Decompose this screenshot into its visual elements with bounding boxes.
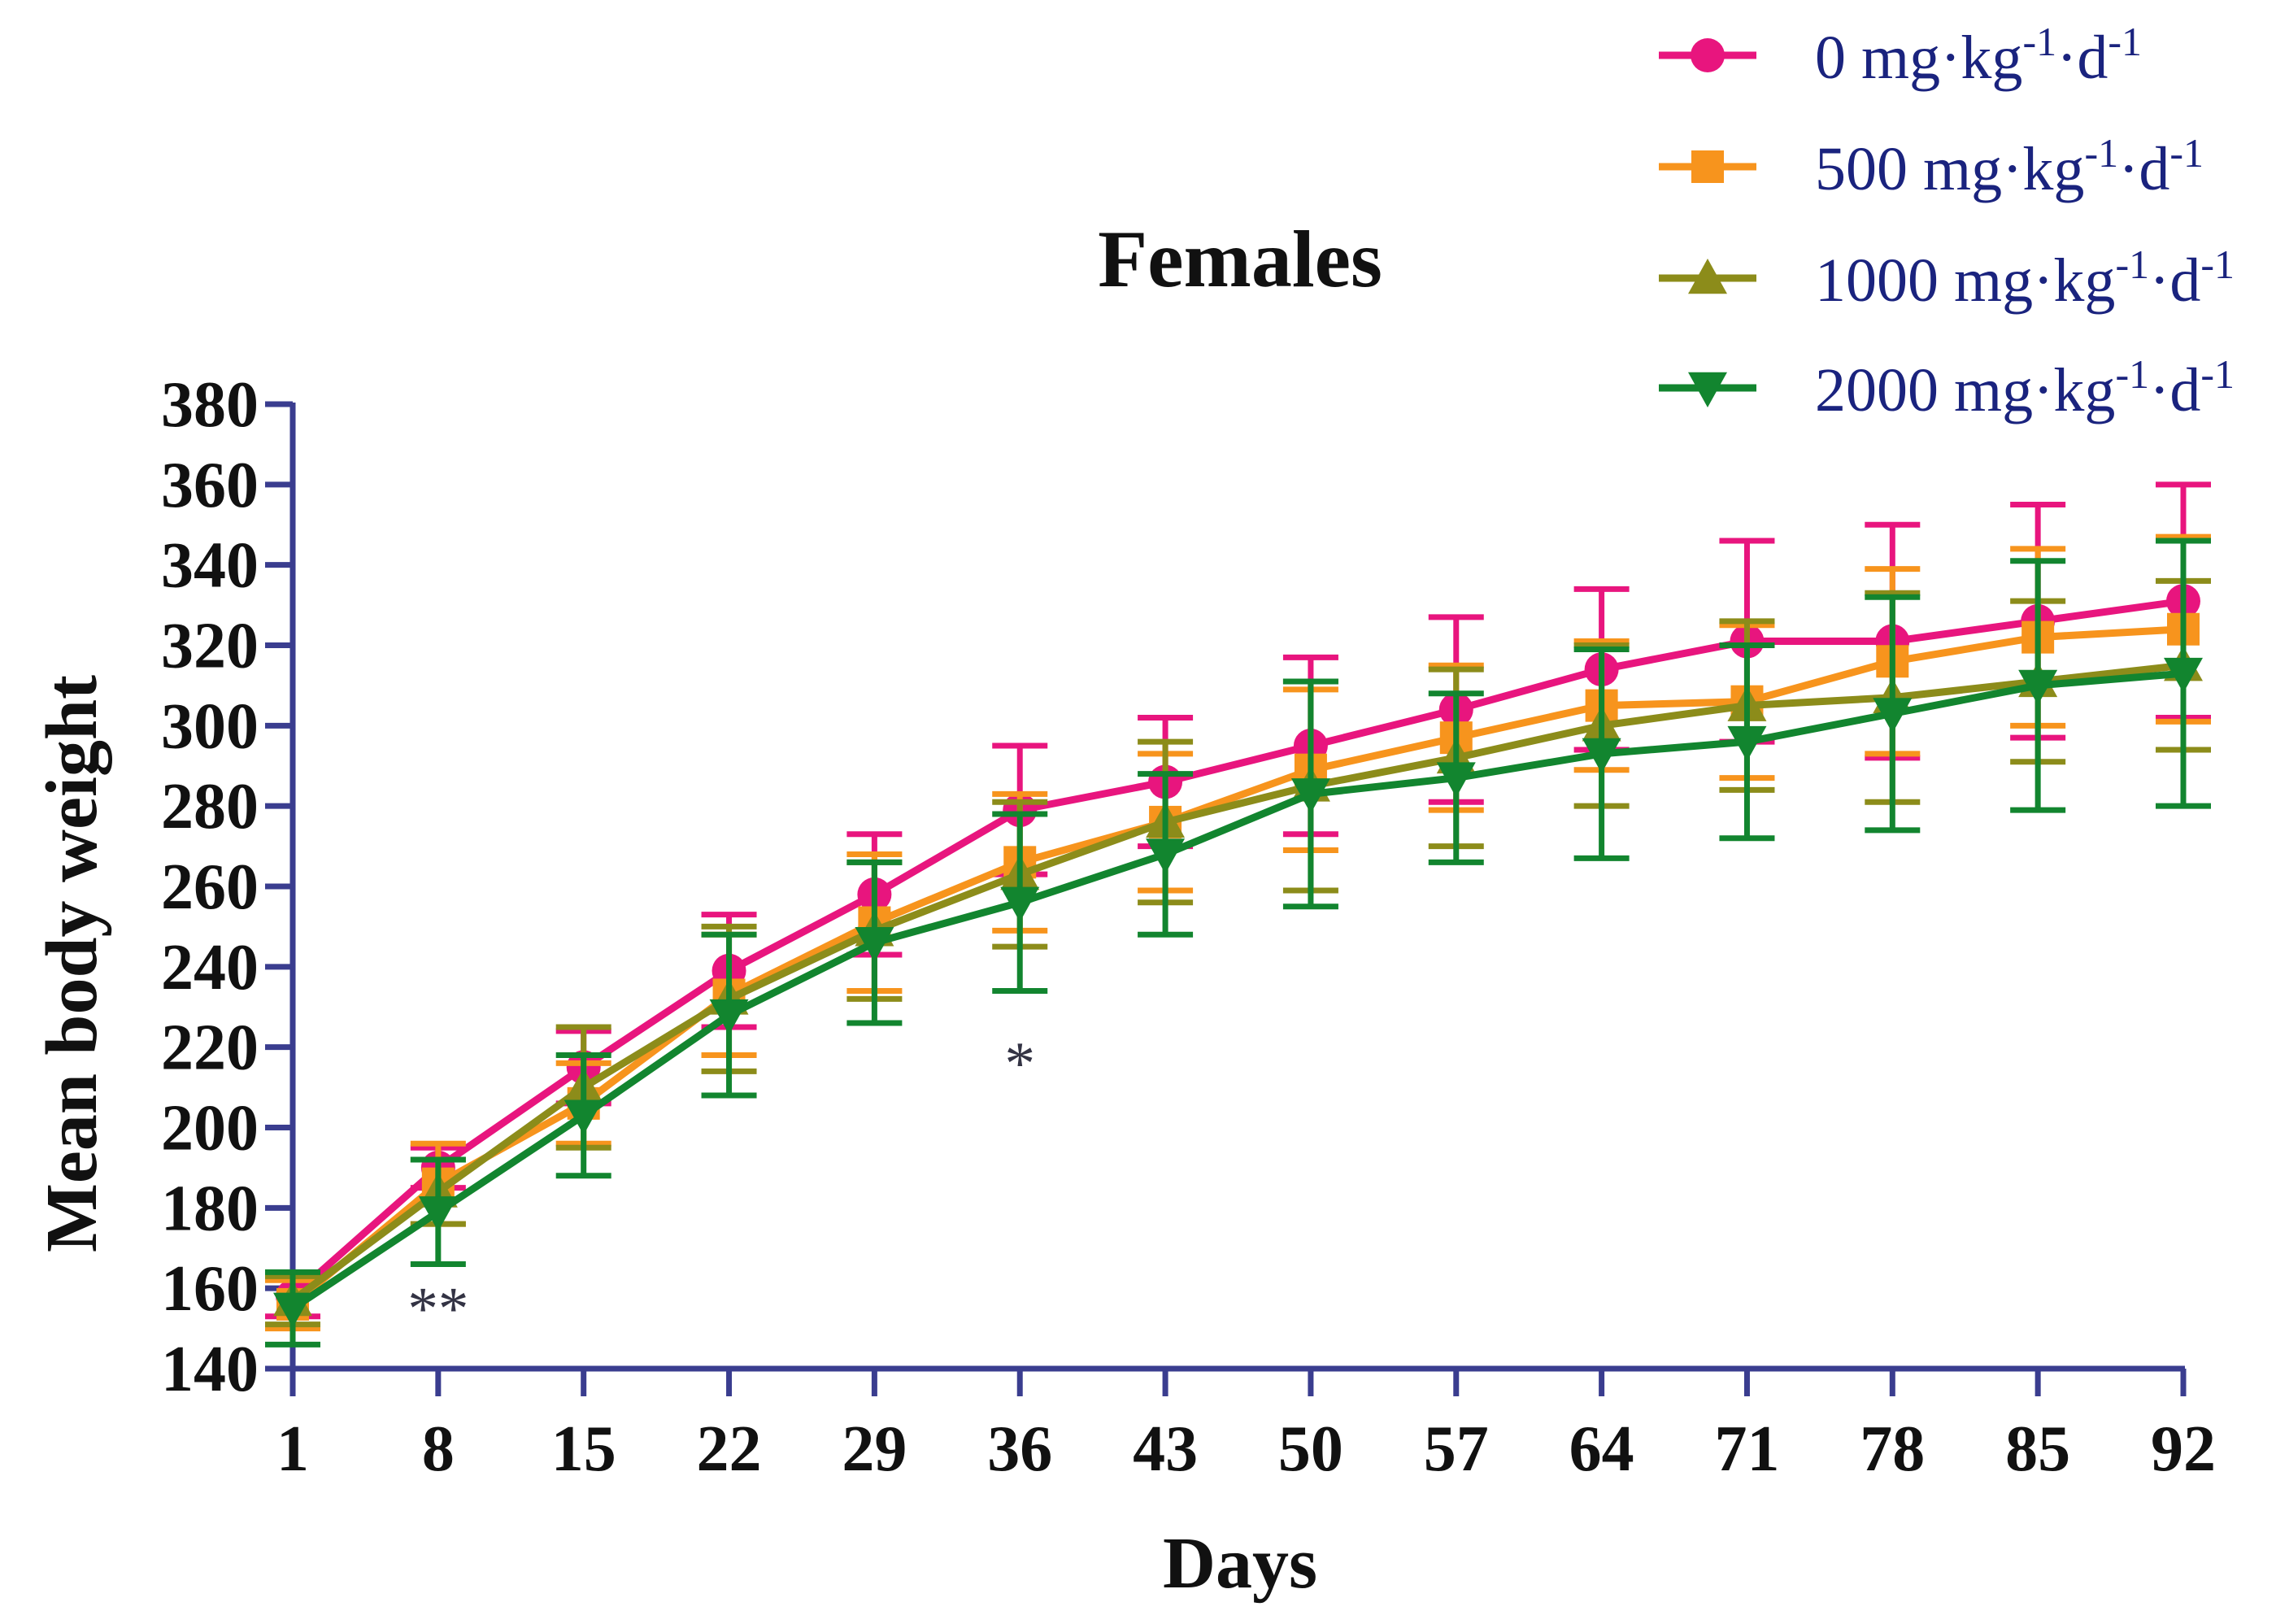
data-point	[1000, 886, 1040, 922]
x-tick-label: 50	[1278, 1413, 1343, 1485]
y-tick-label: 160	[161, 1253, 259, 1325]
y-tick-label: 200	[161, 1093, 259, 1165]
x-tick-label: 1	[276, 1413, 309, 1485]
data-point	[1582, 738, 1621, 773]
x-tick-label: 8	[422, 1413, 455, 1485]
legend-label-text: 0 mg·kg	[1815, 24, 2022, 92]
series-0	[265, 481, 2211, 1320]
y-tick-label: 140	[161, 1334, 259, 1405]
x-tick-label: 92	[2151, 1413, 2216, 1485]
legend-label: 2000 mg·kg-1·d-1	[1815, 351, 2235, 425]
x-tick-label: 36	[987, 1413, 1052, 1485]
legend-label-superscript: -1	[2115, 242, 2149, 287]
legend-label-superscript: -1	[2200, 351, 2235, 397]
legend-marker	[1691, 150, 1724, 183]
y-tick-label: 240	[161, 932, 259, 1004]
data-point	[1727, 725, 1767, 762]
y-tick-label: 260	[161, 851, 259, 923]
legend-item-3: 2000 mg·kg-1·d-1	[1659, 351, 2235, 425]
series-2	[265, 577, 2211, 1328]
y-tick-label: 220	[161, 1012, 259, 1084]
data-point	[1436, 762, 1476, 798]
data-point	[418, 1196, 458, 1232]
x-tick-label: 43	[1133, 1413, 1198, 1485]
y-tick-label: 380	[161, 369, 259, 441]
legend-label-superscript: -1	[2108, 19, 2142, 64]
x-tick-label: 71	[1714, 1413, 1779, 1485]
y-tick-label: 300	[161, 690, 259, 762]
data-point	[855, 926, 894, 963]
legend-label: 1000 mg·kg-1·d-1	[1815, 242, 2235, 315]
legend-item-1: 500 mg·kg-1·d-1	[1659, 130, 2204, 203]
legend-marker	[1688, 259, 1727, 294]
series-line	[290, 597, 2184, 1300]
x-tick-label: 15	[551, 1413, 616, 1485]
legend-label-superscript: -1	[2022, 19, 2056, 64]
y-tick-label: 320	[161, 611, 259, 682]
series-line	[290, 625, 2184, 1308]
legend-label-text: ·d	[2056, 24, 2108, 92]
legend-label-text: 2000 mg·kg	[1815, 356, 2115, 425]
data-point	[1290, 778, 1330, 814]
series-1	[265, 533, 2211, 1332]
series-3	[265, 538, 2211, 1348]
x-tick-label: 78	[1860, 1413, 1925, 1485]
y-tick-label: 340	[161, 530, 259, 602]
data-point	[2164, 657, 2203, 694]
data-point	[709, 999, 749, 1035]
significance-marker: *	[1004, 1030, 1035, 1098]
x-tick-label: 29	[842, 1413, 907, 1485]
legend-label-superscript: -1	[2169, 130, 2204, 176]
legend-marker	[1688, 372, 1727, 407]
x-tick-label: 57	[1424, 1413, 1489, 1485]
data-point	[1146, 838, 1186, 874]
legend-marker	[1691, 38, 1725, 72]
legend-label: 0 mg·kg-1·d-1	[1815, 19, 2142, 92]
legend-label-text: ·d	[2149, 356, 2200, 425]
legend-item-2: 1000 mg·kg-1·d-1	[1659, 242, 2235, 315]
legend-item-0: 0 mg·kg-1·d-1	[1659, 19, 2142, 92]
x-axis-label: Days	[1163, 1523, 1317, 1604]
x-tick-label: 64	[1569, 1413, 1634, 1485]
legend-label-text: ·d	[2149, 246, 2200, 315]
significance-marker: **	[407, 1275, 468, 1343]
chart-title: Females	[1098, 214, 1382, 304]
x-tick-label: 22	[697, 1413, 762, 1485]
y-tick-label: 180	[161, 1173, 259, 1244]
data-point	[564, 1099, 603, 1135]
legend-label: 500 mg·kg-1·d-1	[1815, 130, 2204, 203]
data-point	[2018, 669, 2058, 705]
legend-label-text: 500 mg·kg	[1815, 135, 2084, 203]
y-tick-label: 280	[161, 771, 259, 842]
x-tick-label: 85	[2005, 1413, 2070, 1485]
series-line	[290, 661, 2184, 1304]
legend-label-superscript: -1	[2200, 242, 2235, 287]
legend-label-superscript: -1	[2115, 351, 2149, 397]
y-axis-label: Mean body weight	[32, 675, 112, 1252]
y-tick-label: 360	[161, 450, 259, 521]
legend-label-superscript: -1	[2084, 130, 2118, 176]
data-point	[273, 1292, 312, 1328]
series-line	[290, 669, 2184, 1312]
legend-label-text: 1000 mg·kg	[1815, 246, 2115, 315]
data-point	[1873, 698, 1913, 734]
legend-label-text: ·d	[2118, 135, 2169, 203]
plot-area: 140 160 180 200 220 240 260 280 300 320 340 360 380 1…	[161, 369, 2216, 1485]
